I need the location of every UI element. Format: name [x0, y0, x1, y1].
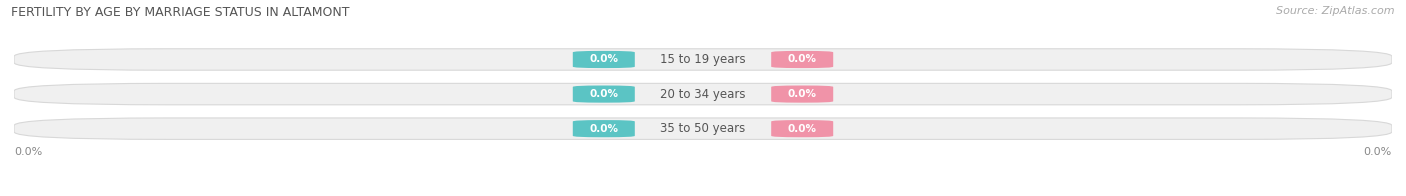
FancyBboxPatch shape: [14, 118, 1392, 139]
Text: 0.0%: 0.0%: [589, 89, 619, 99]
FancyBboxPatch shape: [772, 51, 834, 68]
Text: 35 to 50 years: 35 to 50 years: [661, 122, 745, 135]
FancyBboxPatch shape: [572, 120, 634, 137]
Text: 0.0%: 0.0%: [787, 124, 817, 134]
Text: 20 to 34 years: 20 to 34 years: [661, 88, 745, 101]
Text: 0.0%: 0.0%: [787, 89, 817, 99]
FancyBboxPatch shape: [14, 83, 1392, 105]
Text: 0.0%: 0.0%: [14, 147, 42, 157]
FancyBboxPatch shape: [772, 85, 834, 103]
FancyBboxPatch shape: [772, 120, 834, 137]
FancyBboxPatch shape: [572, 51, 634, 68]
Text: 0.0%: 0.0%: [1364, 147, 1392, 157]
Text: 15 to 19 years: 15 to 19 years: [661, 53, 745, 66]
FancyBboxPatch shape: [14, 49, 1392, 70]
Text: FERTILITY BY AGE BY MARRIAGE STATUS IN ALTAMONT: FERTILITY BY AGE BY MARRIAGE STATUS IN A…: [11, 6, 350, 19]
Text: 0.0%: 0.0%: [589, 54, 619, 64]
FancyBboxPatch shape: [572, 85, 634, 103]
Text: Source: ZipAtlas.com: Source: ZipAtlas.com: [1277, 6, 1395, 16]
Text: 0.0%: 0.0%: [589, 124, 619, 134]
Text: 0.0%: 0.0%: [787, 54, 817, 64]
